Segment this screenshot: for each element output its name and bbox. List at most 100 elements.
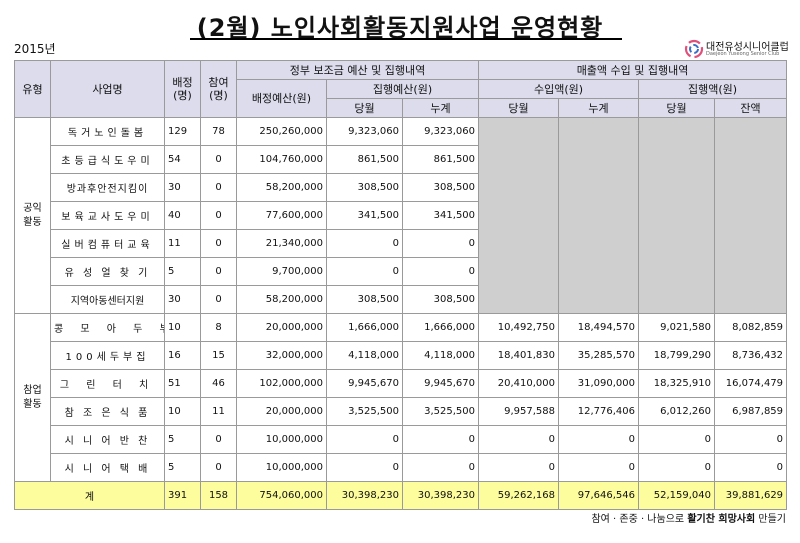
program-name: 지역아동센터지원 xyxy=(50,285,165,314)
exec-month-cell: 0 xyxy=(326,257,403,286)
total-assigned: 391 xyxy=(164,481,201,510)
total-row: 계 391 158 754,060,000 30,398,230 30,398,… xyxy=(14,481,788,510)
participants-cell: 11 xyxy=(200,397,237,426)
participants-cell: 15 xyxy=(200,341,237,370)
exec-cum-cell: 308,500 xyxy=(401,285,480,314)
exec-month-cell: 0 xyxy=(326,229,403,258)
spend-month-cell: 18,799,290 xyxy=(638,341,716,370)
operations-table: 유형 사업명 배정(명) 참여(명) 정부 보조금 예산 및 집행내역 매출액 … xyxy=(14,60,788,510)
table-row: 공익 활동 독거노인돌봄 129 78 250,260,000 9,323,06… xyxy=(14,117,788,314)
total-budget: 754,060,000 xyxy=(236,481,327,510)
total-exec-month: 30,398,230 xyxy=(326,481,403,510)
exec-month-cell: 0 xyxy=(326,453,403,482)
budget-cell: 32,000,000 xyxy=(236,341,327,370)
budget-cell: 10,000,000 xyxy=(236,453,327,482)
empty-revenue-cum xyxy=(558,117,640,314)
exec-cum-cell: 0 xyxy=(401,229,480,258)
participants-cell: 78 xyxy=(200,117,237,146)
header-exec-cum: 누계 xyxy=(401,98,480,118)
program-name: 시 니 어 반 찬 xyxy=(50,425,165,454)
balance-cell: 6,987,859 xyxy=(714,397,788,426)
spend-month-cell: 9,021,580 xyxy=(638,313,716,342)
revenue-cum-cell: 12,776,406 xyxy=(558,397,640,426)
budget-cell: 20,000,000 xyxy=(236,313,327,342)
exec-month-cell: 861,500 xyxy=(326,145,403,174)
exec-cum-cell: 9,323,060 xyxy=(401,117,480,146)
budget-cell: 250,260,000 xyxy=(236,117,327,146)
slogan-part-3: 만들기 xyxy=(758,514,786,525)
revenue-month-cell: 10,492,750 xyxy=(478,313,560,342)
assigned-cell: 5 xyxy=(164,257,201,286)
revenue-cum-cell: 0 xyxy=(558,453,640,482)
club-subtitle: Daejeon Yuseong Senior Club xyxy=(706,51,780,57)
participants-cell: 0 xyxy=(200,145,237,174)
table-row: 시 니 어 택 배 5 0 10,000,000 0 0 0 0 0 0 xyxy=(15,453,788,482)
revenue-cum-cell: 35,285,570 xyxy=(558,341,640,370)
assigned-cell: 54 xyxy=(164,145,201,174)
program-name: 실버컴퓨터교육 xyxy=(50,229,165,258)
exec-month-cell: 4,118,000 xyxy=(326,341,403,370)
budget-cell: 104,760,000 xyxy=(236,145,327,174)
header-balance: 잔액 xyxy=(714,98,788,118)
balance-cell: 0 xyxy=(714,453,788,482)
program-name: 콩 모 아 두 부 xyxy=(50,313,165,342)
empty-balance xyxy=(714,117,788,314)
header-gov-group: 정부 보조금 예산 및 집행내역 xyxy=(235,60,480,80)
exec-cum-cell: 0 xyxy=(401,257,480,286)
header-rev-month: 당월 xyxy=(478,98,560,118)
revenue-month-cell: 9,957,588 xyxy=(478,397,560,426)
assigned-cell: 5 xyxy=(164,453,201,482)
budget-cell: 9,700,000 xyxy=(236,257,327,286)
exec-cum-cell: 1,666,000 xyxy=(401,313,480,342)
participants-cell: 46 xyxy=(200,369,237,398)
header-spend-month: 당월 xyxy=(638,98,716,118)
budget-cell: 77,600,000 xyxy=(236,201,327,230)
program-name: 시 니 어 택 배 xyxy=(50,453,165,482)
empty-spend-month xyxy=(638,117,716,314)
table-row: 보육교사도우미 40 0 77,600,000 341,500 341,500 xyxy=(15,201,787,230)
report-year: 2015년 xyxy=(14,42,56,56)
exec-cum-cell: 861,500 xyxy=(401,145,480,174)
revenue-month-cell: 0 xyxy=(478,453,560,482)
table-row: 시 니 어 반 찬 5 0 10,000,000 0 0 0 0 0 0 xyxy=(15,425,788,454)
revenue-month-cell: 20,410,000 xyxy=(478,369,560,398)
table-row: 참 조 은 식 품 10 11 20,000,000 3,525,500 3,5… xyxy=(15,397,788,426)
participants-cell: 0 xyxy=(200,201,237,230)
header-exec-month: 당월 xyxy=(326,98,403,118)
budget-cell: 20,000,000 xyxy=(236,397,327,426)
assigned-cell: 30 xyxy=(164,173,201,202)
total-revenue-month: 59,262,168 xyxy=(478,481,560,510)
participants-cell: 0 xyxy=(200,425,237,454)
program-name: 독거노인돌봄 xyxy=(50,117,165,146)
club-logo-icon xyxy=(684,39,704,59)
exec-month-cell: 9,323,060 xyxy=(326,117,403,146)
header-exec-amount: 집행액(원) xyxy=(638,79,788,99)
exec-cum-cell: 4,118,000 xyxy=(401,341,480,370)
participants-cell: 0 xyxy=(200,173,237,202)
table-row: 그 린 터 치 51 46 102,000,000 9,945,670 9,94… xyxy=(15,369,788,398)
assigned-cell: 10 xyxy=(164,397,201,426)
balance-cell: 8,082,859 xyxy=(714,313,788,342)
exec-month-cell: 341,500 xyxy=(326,201,403,230)
program-name: 방과후안전지킴이 xyxy=(50,173,165,202)
club-name: 대전유성시니어클럽 xyxy=(706,42,789,53)
participants-cell: 0 xyxy=(200,453,237,482)
exec-month-cell: 1,666,000 xyxy=(326,313,403,342)
assigned-cell: 11 xyxy=(164,229,201,258)
assigned-cell: 40 xyxy=(164,201,201,230)
participants-cell: 8 xyxy=(200,313,237,342)
revenue-month-cell: 0 xyxy=(478,425,560,454)
total-participants: 158 xyxy=(200,481,237,510)
header-participants: 참여(명) xyxy=(200,60,237,118)
program-name: 초등급식도우미 xyxy=(50,145,165,174)
table-row: 방과후안전지킴이 30 0 58,200,000 308,500 308,500 xyxy=(15,173,787,202)
assigned-cell: 129 xyxy=(164,117,201,146)
revenue-cum-cell: 18,494,570 xyxy=(558,313,640,342)
category-public: 공익 활동 xyxy=(14,117,51,314)
spend-month-cell: 0 xyxy=(638,453,716,482)
header-exec-budget: 집행예산(원) xyxy=(325,79,480,99)
budget-cell: 21,340,000 xyxy=(236,229,327,258)
spend-month-cell: 6,012,260 xyxy=(638,397,716,426)
exec-month-cell: 0 xyxy=(326,425,403,454)
participants-cell: 0 xyxy=(200,257,237,286)
